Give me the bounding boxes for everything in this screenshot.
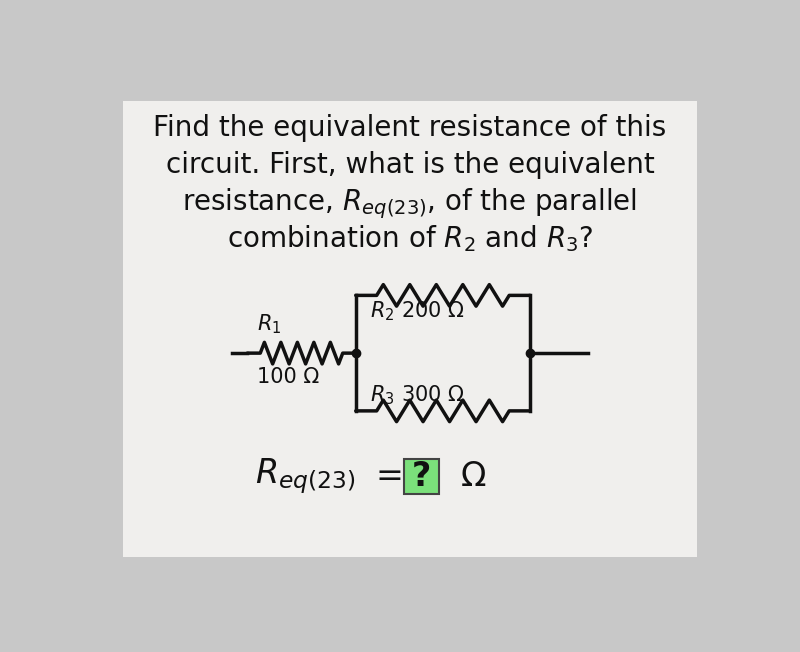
Text: Ω: Ω	[460, 460, 486, 493]
Text: =: =	[375, 460, 403, 493]
Text: circuit. First, what is the equivalent: circuit. First, what is the equivalent	[166, 151, 654, 179]
Text: ?: ?	[412, 460, 431, 493]
Text: 100 Ω: 100 Ω	[257, 367, 318, 387]
Text: $R_3$ 300 Ω: $R_3$ 300 Ω	[370, 383, 464, 407]
Text: Find the equivalent resistance of this: Find the equivalent resistance of this	[154, 115, 666, 142]
Text: $R_1$: $R_1$	[257, 312, 281, 336]
FancyBboxPatch shape	[404, 458, 439, 494]
Text: resistance, $R_{eq(23)}$, of the parallel: resistance, $R_{eq(23)}$, of the paralle…	[182, 187, 638, 222]
Text: $R_2$ 200 Ω: $R_2$ 200 Ω	[370, 299, 464, 323]
Text: $R_{eq(23)}$: $R_{eq(23)}$	[255, 456, 355, 496]
Text: combination of $R_2$ and $R_3$?: combination of $R_2$ and $R_3$?	[227, 223, 593, 254]
